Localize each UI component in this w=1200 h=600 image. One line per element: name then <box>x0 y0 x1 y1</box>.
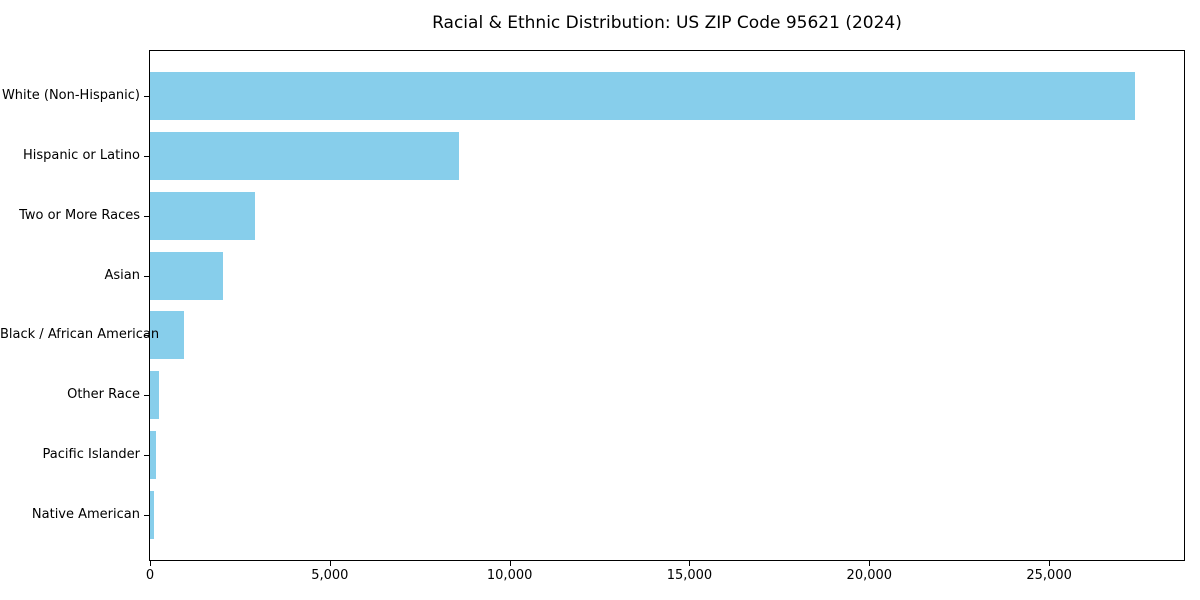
x-tick-mark <box>150 561 151 566</box>
y-tick-label-two-or-more-races: Two or More Races <box>19 207 140 223</box>
y-tick-mark <box>144 395 149 397</box>
x-tick-label: 5,000 <box>311 568 349 583</box>
chart-title: Racial & Ethnic Distribution: US ZIP Cod… <box>432 13 902 33</box>
bar-asian <box>150 251 223 300</box>
x-tick-label: 25,000 <box>1026 568 1072 583</box>
y-tick-label-black-african-american: Black / African American <box>0 327 160 343</box>
x-tick-label: 20,000 <box>846 568 893 583</box>
plot-area <box>149 50 1185 561</box>
x-tick-mark <box>869 561 871 566</box>
x-tick-mark <box>509 561 511 566</box>
bar-two-or-more-races <box>150 191 256 240</box>
bar-pacific-islander <box>150 431 157 480</box>
x-tick-label: 0 <box>145 568 155 583</box>
y-tick-mark <box>144 335 149 337</box>
x-tick-label: 15,000 <box>666 568 713 583</box>
y-tick-label-white-non-hispanic: White (Non-Hispanic) <box>1 87 140 103</box>
y-tick-label-other-race: Other Race <box>67 387 140 403</box>
y-tick-label-asian: Asian <box>104 267 140 283</box>
y-tick-mark <box>144 155 149 157</box>
x-tick-label: 10,000 <box>486 568 533 583</box>
y-tick-mark <box>144 275 149 277</box>
bar-hispanic-or-latino <box>150 131 460 180</box>
y-tick-mark <box>144 455 149 457</box>
y-tick-mark <box>144 215 149 217</box>
x-tick-mark <box>689 561 691 566</box>
bar-black-african-american <box>150 311 184 360</box>
y-tick-mark <box>144 95 149 97</box>
bar-white-non-hispanic <box>150 71 1136 120</box>
x-tick-mark <box>1049 561 1051 566</box>
y-tick-mark <box>144 515 149 517</box>
x-tick-mark <box>329 561 331 566</box>
y-tick-label-native-american: Native American <box>31 507 140 523</box>
y-tick-label-hispanic-or-latino: Hispanic or Latino <box>22 147 140 163</box>
y-tick-label-pacific-islander: Pacific Islander <box>42 447 140 463</box>
bar-other-race <box>150 371 160 420</box>
bar-native-american <box>150 491 154 540</box>
